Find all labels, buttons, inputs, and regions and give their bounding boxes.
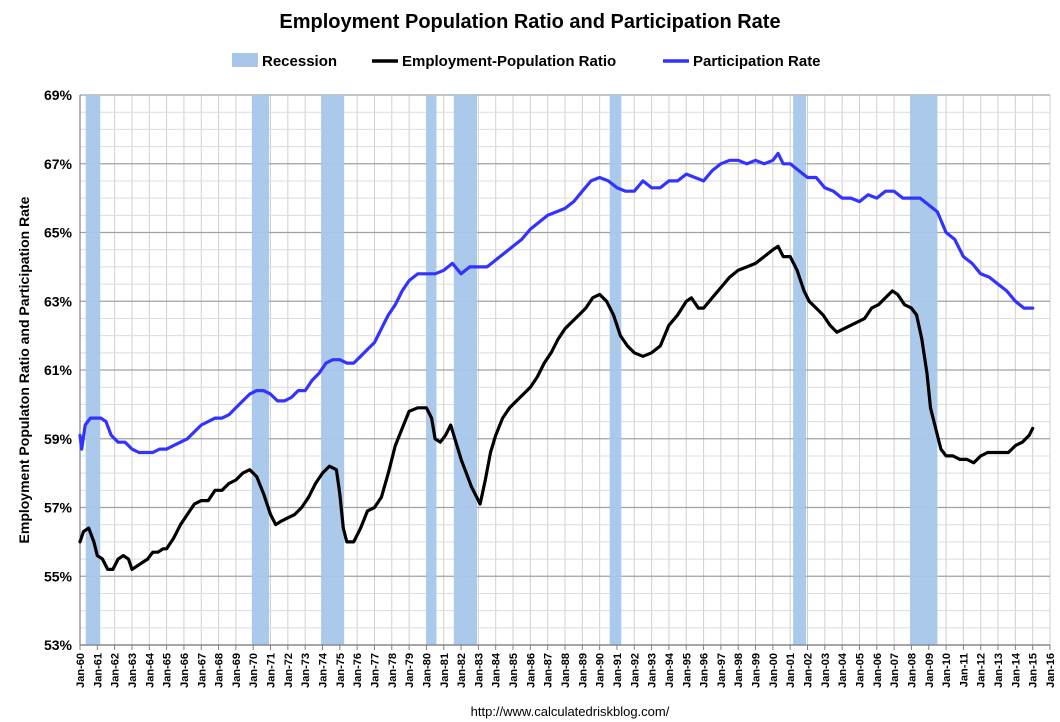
plot-area: 53% 55% 57% 59% 61% 63% 65% 67% 69% Jan-60 Jan-61 J… [44,87,1057,688]
x-tick-label: Jan-05 [854,653,866,688]
x-tick-label: Jan-94 [664,652,676,688]
x-tick-label: Jan-66 [179,653,191,688]
x-tick-label: Jan-95 [681,653,693,688]
legend-label: Employment-Population Ratio [402,53,616,70]
x-tick-label: Jan-68 [214,653,226,688]
x-tick-label: Jan-11 [958,653,970,687]
chart-legend: Recession Employment-Population Ratio Part… [232,53,821,70]
x-tick-label: Jan-09 [924,653,936,688]
x-tick-label: Jan-82 [456,653,468,688]
x-tick-label: Jan-03 [820,653,832,688]
y-tick-label: 55% [44,568,73,584]
recession-band [453,95,478,645]
x-tick-label: Jan-13 [993,653,1005,688]
x-tick-label: Jan-63 [127,653,139,688]
y-axis-label: Employment Populaton Ratio and Participa… [16,196,32,543]
x-tick-label: Jan-99 [751,653,763,688]
x-tick-label: Jan-71 [266,653,278,688]
x-tick-label: Jan-62 [110,653,122,688]
chart-title: Employment Population Ratio and Particip… [279,11,780,33]
x-tick-label: Jan-93 [647,653,659,688]
x-tick-label: Jan-88 [560,653,572,688]
x-tick-label: Jan-89 [577,653,589,688]
x-tick-label: Jan-79 [404,653,416,688]
legend-label: Recession [262,53,337,70]
x-tick-label: Jan-87 [543,653,555,688]
x-tick-label: Jan-01 [785,653,797,688]
x-tick-label: Jan-81 [439,653,451,688]
x-tick-label: Jan-74 [318,652,330,688]
recession-band [793,95,807,645]
x-tick-label: Jan-10 [941,653,953,688]
x-tick-label: Jan-96 [699,653,711,688]
x-tick-label: Jan-04 [837,652,849,688]
y-tick-label: 59% [44,431,73,447]
x-tick-label: Jan-00 [768,653,780,688]
x-tick-label: Jan-90 [595,653,607,688]
source-url: http://www.calculatedriskblog.com/ [471,704,670,719]
x-tick-label: Jan-98 [733,653,745,688]
x-tick-label: Jan-02 [803,653,815,688]
x-tick-label: Jan-80 [421,653,433,688]
x-tick-label: Jan-92 [629,653,641,688]
x-tick-label: Jan-08 [906,653,918,688]
x-tick-label: Jan-15 [1028,653,1040,688]
x-tick-label: Jan-84 [491,652,503,688]
legend-swatch-recession [232,53,258,67]
x-tick-label: Jan-83 [473,653,485,688]
series-line-participation-rate [78,151,1035,455]
x-tick-label: Jan-91 [612,653,624,688]
x-tick-label: Jan-72 [283,653,295,688]
y-tick-label: 53% [44,637,73,653]
x-tick-label: Jan-70 [248,653,260,688]
recession-band [609,95,622,645]
x-tick-label: Jan-60 [75,653,87,688]
x-tick-label: Jan-61 [92,653,104,688]
y-tick-label: 67% [44,156,73,172]
y-tick-label: 69% [44,87,73,103]
x-tick-label: Jan-12 [976,653,988,688]
recession-band [251,95,270,645]
x-tick-label: Jan-65 [162,653,174,688]
recession-band [426,95,437,645]
x-tick-label: Jan-67 [196,653,208,688]
x-tick-label: Jan-86 [525,653,537,688]
recession-band [85,95,101,645]
y-tick-label: 65% [44,225,73,241]
x-tick-label: Jan-07 [889,653,901,688]
y-tick-label: 61% [44,362,73,378]
x-tick-label: Jan-64 [144,652,156,688]
legend-label: Participation Rate [693,53,821,70]
x-tick-label: Jan-85 [508,653,520,688]
x-tick-label: Jan-97 [716,653,728,688]
x-tick-label: Jan-06 [872,653,884,688]
x-tick-label: Jan-14 [1010,652,1022,688]
x-tick-label: Jan-77 [369,653,381,688]
recession-band [321,95,345,645]
x-tick-label: Jan-16 [1045,653,1057,688]
x-tick-label: Jan-73 [300,653,312,688]
x-tick-label: Jan-75 [335,653,347,688]
x-tick-label: Jan-78 [387,653,399,688]
x-tick-label: Jan-76 [352,653,364,688]
x-tick-label: Jan-69 [231,653,243,688]
series-line-employment-population-ratio [78,244,1035,571]
y-tick-label: 57% [44,500,73,516]
y-tick-label: 63% [44,293,73,309]
recession-band [910,95,938,645]
